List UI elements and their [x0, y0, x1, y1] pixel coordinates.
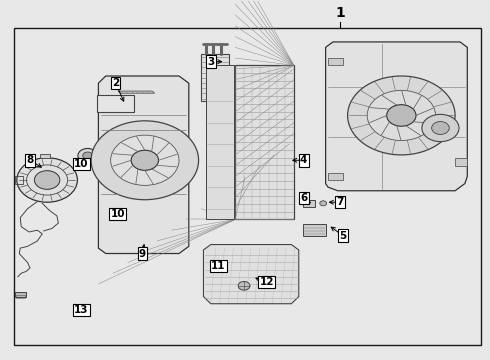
Text: 9: 9: [139, 248, 146, 258]
Bar: [235, 65, 294, 220]
Text: 13: 13: [74, 305, 89, 315]
Polygon shape: [455, 158, 467, 166]
Bar: [122, 228, 132, 233]
Bar: [14, 28, 481, 345]
Text: 3: 3: [207, 57, 215, 67]
Text: 4: 4: [300, 155, 307, 165]
Circle shape: [238, 282, 250, 290]
Text: 10: 10: [74, 159, 89, 169]
Text: 1: 1: [335, 6, 345, 20]
Text: 8: 8: [26, 155, 34, 165]
Circle shape: [78, 148, 98, 163]
Polygon shape: [203, 244, 299, 304]
Circle shape: [118, 220, 136, 232]
Bar: [303, 224, 326, 235]
Polygon shape: [206, 65, 234, 220]
Circle shape: [347, 76, 455, 155]
Text: 6: 6: [300, 193, 307, 203]
Circle shape: [111, 135, 179, 185]
Circle shape: [17, 158, 77, 202]
Text: 10: 10: [111, 209, 125, 219]
Text: 2: 2: [112, 78, 119, 88]
Bar: [40, 154, 49, 158]
Circle shape: [34, 171, 60, 189]
Polygon shape: [328, 173, 343, 180]
Circle shape: [131, 150, 159, 170]
Bar: [98, 95, 134, 112]
Bar: [16, 296, 25, 298]
Polygon shape: [98, 76, 189, 253]
Bar: [303, 200, 315, 207]
Text: 5: 5: [339, 231, 346, 240]
Circle shape: [367, 90, 436, 140]
Bar: [201, 54, 229, 101]
Text: 7: 7: [337, 197, 344, 207]
Circle shape: [387, 105, 416, 126]
Circle shape: [122, 223, 131, 229]
Circle shape: [320, 201, 327, 206]
Polygon shape: [328, 58, 343, 65]
Bar: [15, 292, 26, 297]
Circle shape: [83, 152, 93, 159]
Circle shape: [432, 122, 449, 134]
Circle shape: [91, 121, 198, 200]
Circle shape: [422, 114, 459, 141]
Polygon shape: [118, 91, 155, 93]
Text: 11: 11: [211, 261, 225, 271]
Polygon shape: [326, 42, 467, 191]
Text: 12: 12: [260, 277, 274, 287]
